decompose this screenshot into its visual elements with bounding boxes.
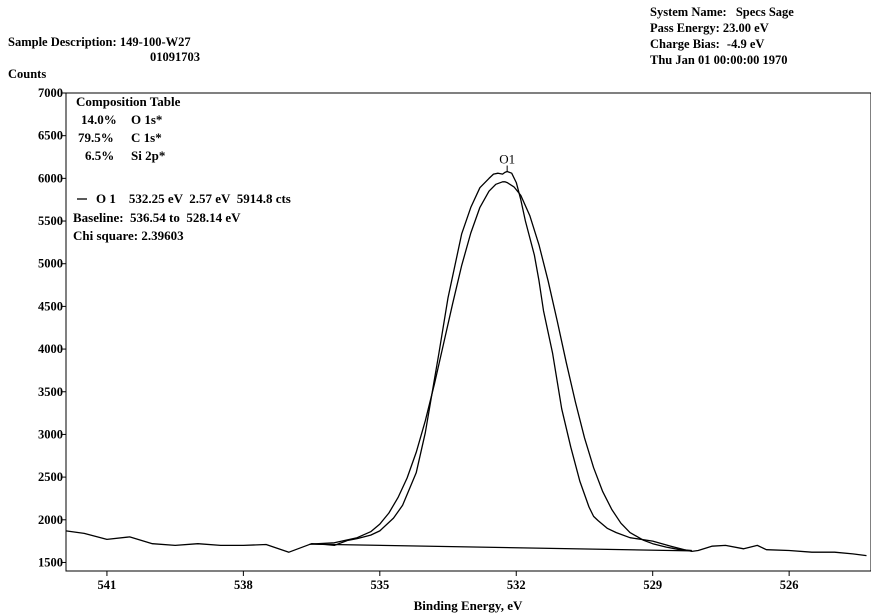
x-tick-label-532: 532 <box>507 578 526 592</box>
y-tick-label-4500: 4500 <box>38 299 63 313</box>
composition-percent-si2p: 6.5% <box>85 148 114 163</box>
pass-energy: Pass Energy: 23.00 eV <box>650 20 769 36</box>
y-tick-label-2000: 2000 <box>38 513 63 527</box>
spectrum-series <box>65 170 867 557</box>
y-axis: 1500 2000 2500 3000 3500 4000 4500 5000 5500 6000… <box>38 86 66 569</box>
x-tick-label-529: 529 <box>643 578 662 592</box>
x-tick-label-541: 541 <box>98 578 117 592</box>
y-tick-label-3000: 3000 <box>38 427 63 441</box>
acquisition-date: Thu Jan 01 00:00:00 1970 <box>650 53 788 67</box>
x-axis-label: Binding Energy, eV <box>414 598 523 613</box>
charge-bias-value: -4.9 eV <box>726 37 765 51</box>
fit-baseline: Baseline: 536.54 to 528.14 eV <box>73 210 241 225</box>
fit-peak-line: O 1 532.25 eV 2.57 eV 5914.8 cts <box>96 191 291 206</box>
raw-spectrum-line <box>65 170 867 557</box>
sample-description: Sample Description: 149-100-W27 <box>8 34 191 50</box>
y-tick-label-6500: 6500 <box>38 129 63 143</box>
x-tick-label-535: 535 <box>370 578 389 592</box>
plot-frame <box>65 92 871 572</box>
composition-element-c1s: C 1s* <box>131 130 162 145</box>
y-tick-label-6000: 6000 <box>38 171 63 185</box>
pass-energy-label: Pass Energy: <box>650 21 720 35</box>
pass-energy-value: 23.00 eV <box>722 21 769 35</box>
x-tick-label-526: 526 <box>780 578 799 592</box>
x-axis: 541 538 535 532 529 526 <box>98 571 799 592</box>
composition-table: Composition Table 14.0% O 1s* 79.5% C 1s… <box>76 94 181 163</box>
charge-bias-label: Charge Bias: <box>650 37 720 51</box>
fit-info: O 1 532.25 eV 2.57 eV 5914.8 cts Baselin… <box>73 191 291 243</box>
baseline-line <box>309 543 692 552</box>
y-tick-label-2500: 2500 <box>38 470 63 484</box>
y-tick-label-7000: 7000 <box>38 86 63 100</box>
composition-element-o1s: O 1s* <box>131 112 162 127</box>
charge-bias: Charge Bias: -4.9 eV <box>650 36 764 52</box>
y-tick-label-5000: 5000 <box>38 257 63 271</box>
fit-envelope-line <box>309 181 692 552</box>
composition-percent-c1s: 79.5% <box>78 130 114 145</box>
y-tick-label-1500: 1500 <box>38 555 63 569</box>
system-name: System Name: Specs Sage <box>650 4 794 20</box>
sample-id: 01091703 <box>150 50 200 64</box>
composition-element-si2p: Si 2p* <box>131 148 165 163</box>
y-tick-label-3500: 3500 <box>38 385 63 399</box>
y-axis-label: Counts <box>8 67 47 81</box>
y-tick-label-5500: 5500 <box>38 214 63 228</box>
sample-description-value: 149-100-W27 <box>119 35 191 49</box>
composition-table-title: Composition Table <box>76 94 181 109</box>
system-name-value: Specs Sage <box>735 5 794 19</box>
x-tick-label-538: 538 <box>234 578 253 592</box>
fit-chi-square: Chi square: 2.39603 <box>73 228 184 243</box>
composition-percent-o1s: 14.0% <box>81 112 117 127</box>
peak-label-o1: O1 <box>499 152 515 167</box>
y-tick-label-4000: 4000 <box>38 342 63 356</box>
sample-description-label: Sample Description: <box>8 35 117 49</box>
system-name-label: System Name: <box>650 5 727 19</box>
